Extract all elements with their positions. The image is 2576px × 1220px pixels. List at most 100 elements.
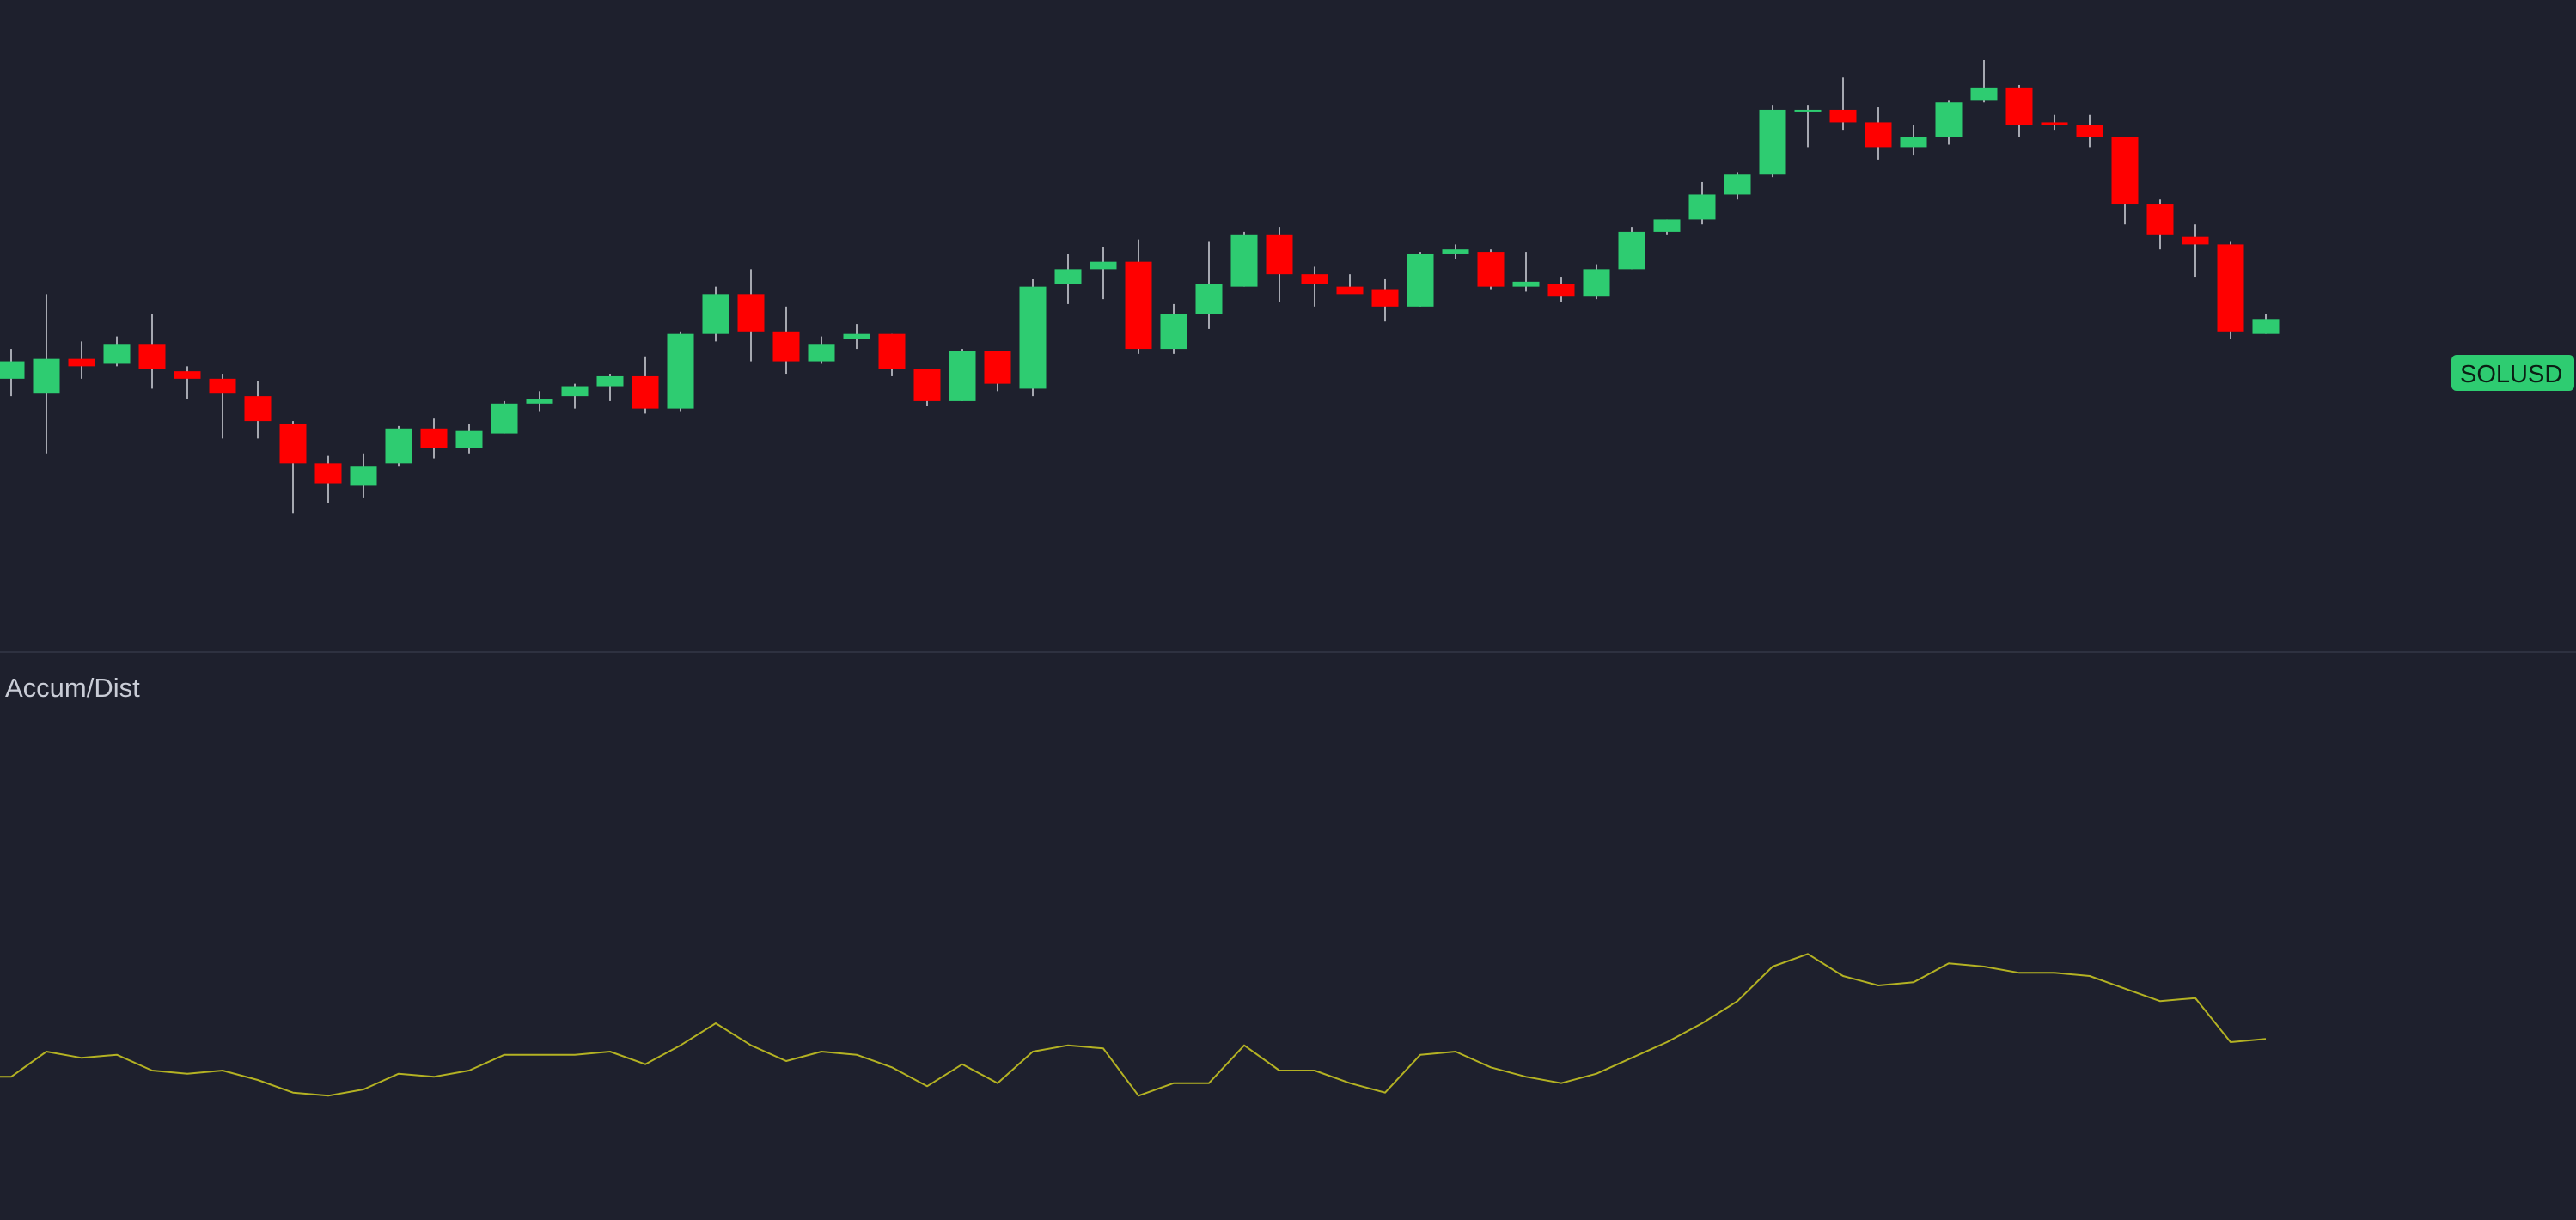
- candle-body: [1054, 269, 1082, 284]
- candle[interactable]: [1125, 239, 1152, 354]
- candle[interactable]: [491, 400, 518, 434]
- candle[interactable]: [385, 425, 412, 467]
- candle[interactable]: [1301, 266, 1328, 307]
- candle[interactable]: [1477, 249, 1505, 290]
- candle[interactable]: [1829, 77, 1857, 131]
- candle-body: [1688, 194, 1716, 220]
- candle[interactable]: [949, 349, 976, 401]
- candle-body: [772, 331, 800, 362]
- candle[interactable]: [737, 269, 765, 362]
- candle[interactable]: [1336, 274, 1364, 295]
- candle-body: [68, 358, 95, 367]
- candle[interactable]: [1935, 100, 1963, 145]
- candle-body: [1653, 219, 1681, 232]
- candle[interactable]: [2217, 241, 2244, 339]
- candle[interactable]: [1371, 278, 1399, 322]
- candle[interactable]: [667, 331, 694, 412]
- candle[interactable]: [1970, 60, 1998, 103]
- candle-body: [1829, 109, 1857, 123]
- candle[interactable]: [1900, 125, 1927, 156]
- candle-body: [843, 333, 870, 339]
- candle[interactable]: [420, 418, 448, 459]
- candle[interactable]: [103, 336, 131, 367]
- candle[interactable]: [526, 391, 553, 412]
- candle[interactable]: [1759, 105, 1786, 178]
- candle[interactable]: [1794, 105, 1822, 148]
- candle-body: [174, 371, 201, 379]
- candle[interactable]: [2005, 84, 2033, 137]
- candle-body: [667, 333, 694, 409]
- candle[interactable]: [1512, 252, 1540, 292]
- candle-body: [1407, 253, 1434, 307]
- candle[interactable]: [1160, 303, 1187, 354]
- candle[interactable]: [2182, 224, 2209, 278]
- candle[interactable]: [314, 455, 342, 503]
- candle-body: [1230, 234, 1258, 287]
- candle-body: [1900, 137, 1927, 148]
- candle-body: [2146, 204, 2174, 235]
- candle[interactable]: [2076, 114, 2103, 148]
- candle[interactable]: [279, 421, 307, 514]
- candle[interactable]: [843, 324, 870, 350]
- indicator-title: Accum/Dist: [5, 673, 140, 703]
- candle-body: [526, 399, 553, 404]
- candle-body: [1019, 286, 1047, 389]
- symbol-price-label[interactable]: SOLUSD: [2451, 355, 2574, 391]
- candle-body: [1583, 269, 1610, 297]
- indicator-pane[interactable]: Accum/Dist: [0, 673, 2267, 1097]
- candle-body: [1794, 109, 1822, 112]
- candle[interactable]: [1230, 231, 1258, 287]
- candle[interactable]: [1618, 227, 1645, 270]
- candle[interactable]: [0, 349, 25, 397]
- candle[interactable]: [1865, 107, 1892, 160]
- candle[interactable]: [878, 333, 906, 376]
- candle-body: [0, 361, 25, 379]
- candle[interactable]: [1688, 181, 1716, 225]
- candle[interactable]: [1442, 244, 1469, 259]
- candle[interactable]: [33, 294, 60, 454]
- candle[interactable]: [1019, 278, 1047, 397]
- candle[interactable]: [244, 381, 272, 439]
- candle[interactable]: [2146, 199, 2174, 250]
- candle[interactable]: [808, 336, 835, 364]
- candle[interactable]: [1195, 241, 1223, 329]
- price-pane[interactable]: [0, 60, 2280, 514]
- candle-body: [138, 344, 166, 369]
- candle[interactable]: [1653, 219, 1681, 235]
- candle[interactable]: [1054, 253, 1082, 304]
- candle[interactable]: [350, 453, 377, 498]
- candle[interactable]: [1266, 227, 1293, 302]
- candle[interactable]: [455, 423, 483, 454]
- candle[interactable]: [561, 383, 589, 409]
- candle[interactable]: [1583, 264, 1610, 300]
- candle-body: [1759, 109, 1786, 175]
- candle[interactable]: [138, 314, 166, 389]
- candle[interactable]: [1407, 252, 1434, 307]
- candle[interactable]: [68, 341, 95, 379]
- candle[interactable]: [2041, 114, 2068, 131]
- symbol-label-text: SOLUSD: [2460, 361, 2562, 388]
- candle[interactable]: [772, 306, 800, 375]
- candle[interactable]: [913, 369, 941, 406]
- candle-body: [1125, 261, 1152, 350]
- candle-body: [1442, 249, 1469, 254]
- candle[interactable]: [209, 374, 236, 439]
- candle-body: [350, 466, 377, 486]
- candle[interactable]: [1090, 247, 1117, 300]
- candle-body: [103, 344, 131, 364]
- candle[interactable]: [984, 351, 1011, 392]
- candle-body: [385, 428, 412, 464]
- candle[interactable]: [1724, 172, 1751, 200]
- candle[interactable]: [596, 374, 624, 401]
- candle-body: [1371, 289, 1399, 307]
- candle[interactable]: [2252, 314, 2280, 334]
- candle[interactable]: [702, 286, 729, 342]
- candle[interactable]: [174, 366, 201, 400]
- candle[interactable]: [2111, 137, 2139, 225]
- candle-body: [209, 378, 236, 394]
- candle[interactable]: [1547, 277, 1575, 302]
- candle-body: [2252, 319, 2280, 334]
- candle-body: [984, 351, 1011, 384]
- candle[interactable]: [632, 356, 659, 414]
